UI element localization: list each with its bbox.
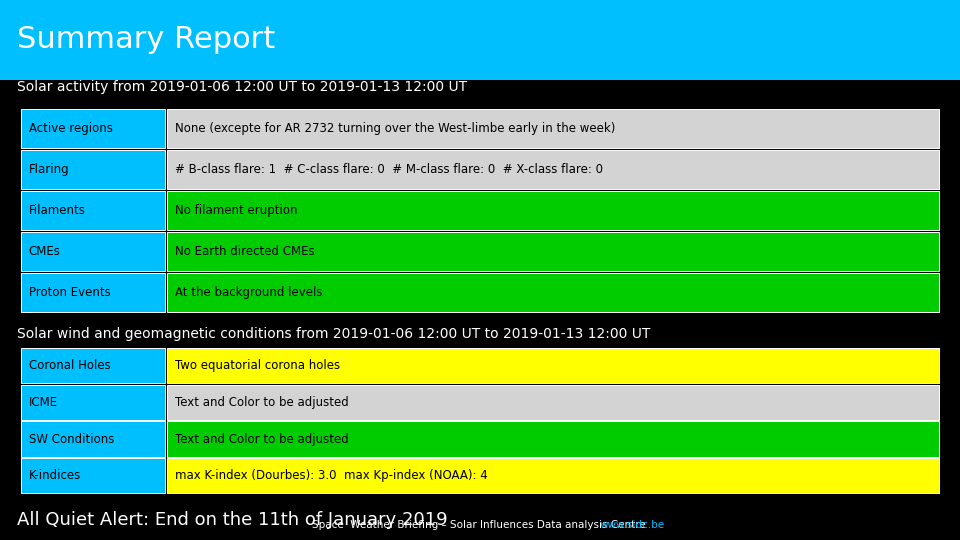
Text: CMEs: CMEs <box>29 245 60 258</box>
Text: Text and Color to be adjusted: Text and Color to be adjusted <box>175 433 348 446</box>
Bar <box>167 150 939 190</box>
Text: All Quiet Alert: End on the 11th of January 2019: All Quiet Alert: End on the 11th of Janu… <box>17 511 448 529</box>
Bar <box>21 150 165 190</box>
Bar <box>21 191 165 230</box>
Bar <box>167 232 939 271</box>
Text: Proton Events: Proton Events <box>29 286 110 299</box>
Text: Coronal Holes: Coronal Holes <box>29 359 110 372</box>
Bar <box>167 384 939 420</box>
Text: www.sidc.be: www.sidc.be <box>599 520 664 530</box>
Text: Summary Report: Summary Report <box>17 25 276 55</box>
Text: Active regions: Active regions <box>29 122 112 135</box>
Text: SW Conditions: SW Conditions <box>29 433 114 446</box>
Text: max K-index (Dourbes): 3.0  max Kp-index (NOAA): 4: max K-index (Dourbes): 3.0 max Kp-index … <box>175 469 488 482</box>
Bar <box>21 109 165 148</box>
Text: No Earth directed CMEs: No Earth directed CMEs <box>175 245 314 258</box>
Text: # B-class flare: 1  # C-class flare: 0  # M-class flare: 0  # X-class flare: 0: # B-class flare: 1 # C-class flare: 0 # … <box>175 163 603 176</box>
Bar <box>167 458 939 494</box>
Text: Solar wind and geomagnetic conditions from 2019-01-06 12:00 UT to 2019-01-13 12:: Solar wind and geomagnetic conditions fr… <box>17 327 651 341</box>
Text: No filament eruption: No filament eruption <box>175 204 298 217</box>
Text: None (excepte for AR 2732 turning over the West-limbe early in the week): None (excepte for AR 2732 turning over t… <box>175 122 615 135</box>
Text: Flaring: Flaring <box>29 163 69 176</box>
Text: Text and Color to be adjusted: Text and Color to be adjusted <box>175 396 348 409</box>
Text: ICME: ICME <box>29 396 58 409</box>
Text: Solar activity from 2019-01-06 12:00 UT to 2019-01-13 12:00 UT: Solar activity from 2019-01-06 12:00 UT … <box>17 80 468 94</box>
Bar <box>0 0 960 80</box>
Bar <box>167 191 939 230</box>
Bar <box>21 384 165 420</box>
Bar <box>21 232 165 271</box>
Bar <box>21 348 165 383</box>
Bar <box>167 421 939 456</box>
Text: Space  Weather Briefing – Solar Influences Data analysis Centre: Space Weather Briefing – Solar Influence… <box>311 520 649 530</box>
Text: Two equatorial corona holes: Two equatorial corona holes <box>175 359 340 372</box>
Text: At the background levels: At the background levels <box>175 286 323 299</box>
Bar <box>21 458 165 494</box>
Text: K-indices: K-indices <box>29 469 81 482</box>
Bar <box>21 421 165 456</box>
Bar <box>21 273 165 312</box>
Text: Filaments: Filaments <box>29 204 85 217</box>
Bar <box>167 109 939 148</box>
Bar <box>167 273 939 312</box>
Bar <box>167 348 939 383</box>
